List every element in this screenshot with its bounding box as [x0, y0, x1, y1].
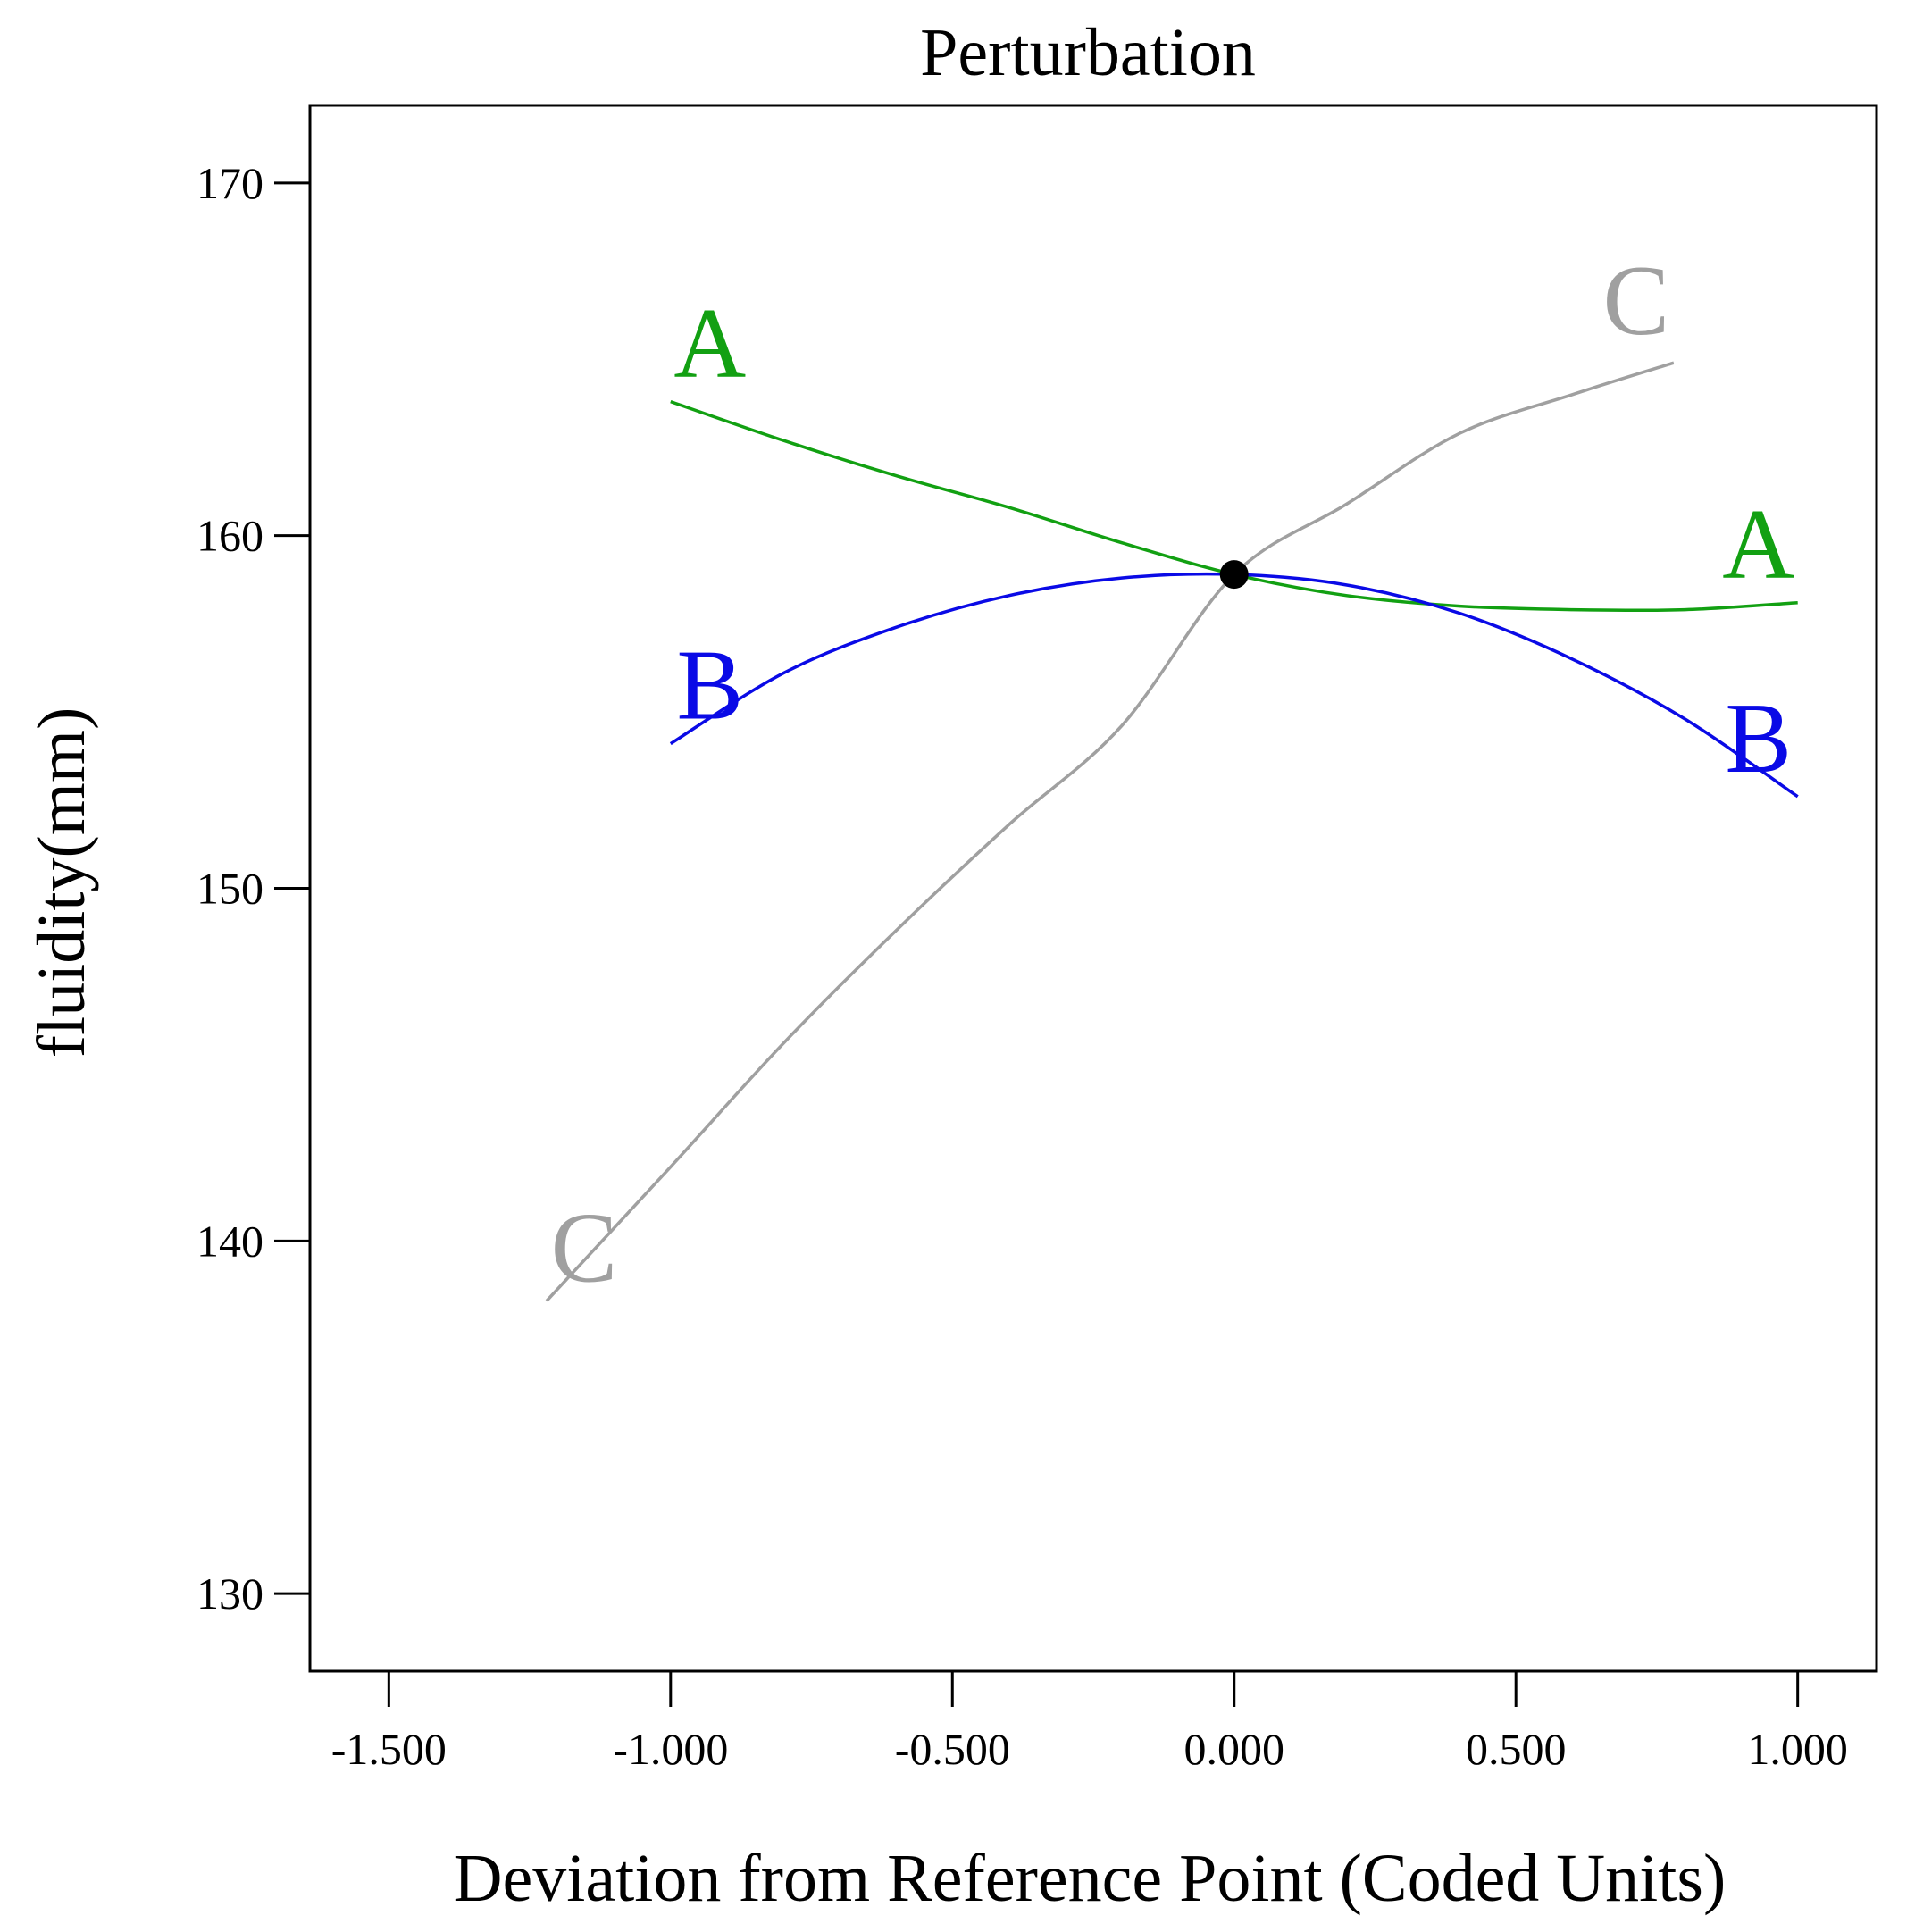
- reference-point-marker: [1219, 560, 1249, 590]
- y-tick-label-140: 140: [197, 1216, 263, 1266]
- curve-label-B-start: B: [676, 631, 743, 741]
- series-line-C: [545, 361, 1675, 1302]
- x-axis-label: Deviation from Reference Point (Coded Un…: [454, 1841, 1727, 1916]
- curve-labels: AAB BCC: [551, 246, 1795, 1303]
- x-axis: -1.500 -1.000 -0.500 0.000 0.500 1.000: [331, 1671, 1848, 1774]
- series-layer: [545, 361, 1799, 1302]
- chart-title: Perturbation: [920, 15, 1256, 90]
- y-tick-label-160: 160: [197, 511, 263, 561]
- y-tick-label-130: 130: [197, 1568, 263, 1618]
- curve-label-A-end: A: [1722, 489, 1794, 600]
- x-tick-label--0.500: -0.500: [895, 1724, 1010, 1774]
- y-axis: 130 140 150 160 170: [197, 158, 310, 1618]
- curve-label-C-end: C: [1603, 246, 1670, 356]
- x-tick-label-0.500: 0.500: [1466, 1724, 1567, 1774]
- x-tick-label--1.000: -1.000: [613, 1724, 728, 1774]
- x-tick-label-1.000: 1.000: [1747, 1724, 1848, 1774]
- curve-label-A-start: A: [673, 289, 746, 399]
- y-axis-label: fluidity(mm): [24, 707, 99, 1058]
- curve-label-C-start: C: [551, 1192, 618, 1303]
- y-tick-label-150: 150: [197, 864, 263, 914]
- x-tick-label-0.000: 0.000: [1183, 1724, 1284, 1774]
- y-tick-label-170: 170: [197, 158, 263, 208]
- x-tick-label--1.500: -1.500: [331, 1724, 447, 1774]
- series-line-B: [669, 572, 1799, 799]
- curve-label-B-end: B: [1725, 683, 1792, 794]
